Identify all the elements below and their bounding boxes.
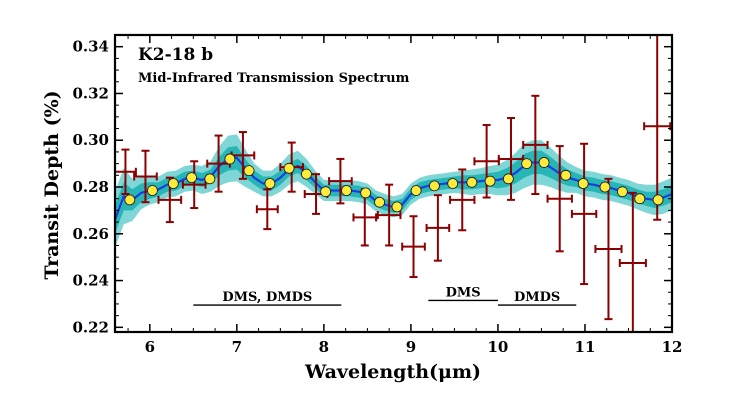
binned-model-point	[577, 178, 589, 189]
binned-model-point	[243, 165, 255, 177]
binned-model	[124, 153, 664, 213]
feature-label-1: DMS	[446, 285, 481, 300]
binned-model-point	[320, 186, 332, 198]
y-axis: 0.22 0.24 0.26 0.28 0.30 0.32 0.34	[72, 38, 672, 336]
observed-point	[570, 142, 598, 286]
observed-point	[181, 160, 207, 210]
binned-model-point	[429, 180, 440, 192]
binned-model-point	[167, 178, 179, 189]
binned-model-point	[301, 168, 312, 180]
y-tick-label: 0.32	[72, 84, 109, 102]
observed-point	[618, 191, 647, 332]
observed-point	[497, 117, 525, 201]
binned-model-point	[502, 173, 514, 185]
observed-point	[594, 177, 623, 321]
observed-point	[376, 183, 402, 247]
binned-model-point	[634, 193, 646, 205]
binned-model-point	[599, 181, 611, 193]
binned-model-point	[186, 172, 197, 184]
observed-point	[473, 124, 500, 199]
feature-label-0: DMS, DMDS	[222, 290, 312, 305]
observed-point	[133, 149, 158, 204]
y-tick-label: 0.28	[72, 178, 109, 196]
observed-point	[255, 188, 279, 231]
model-uncertainty-bands	[115, 134, 672, 248]
binned-model-point	[410, 185, 422, 196]
y-tick-label: 0.34	[72, 38, 109, 56]
x-axis-label: Wavelength(μm)	[304, 361, 481, 383]
binned-model-point	[264, 178, 276, 189]
binned-model-point	[204, 173, 216, 185]
binned-model-point	[484, 175, 496, 187]
chart-subtitle: Mid-Infrared Transmission Spectrum	[138, 71, 410, 86]
binned-model-point	[360, 187, 372, 199]
observed-point	[449, 168, 476, 232]
observed-point	[546, 145, 573, 253]
observed-point	[522, 94, 549, 196]
outer-band	[115, 134, 672, 248]
y-tick-label: 0.30	[72, 131, 109, 149]
observed-point	[352, 188, 378, 247]
x-tick-label: 6	[145, 338, 155, 356]
binned-model-point	[283, 162, 295, 174]
observed-data	[114, 35, 672, 332]
binned-model-point	[616, 186, 628, 198]
feature-annotations: DMS, DMDS DMS DMDS	[193, 285, 577, 306]
binned-model-point	[374, 196, 385, 208]
observed-point	[643, 35, 672, 221]
y-axis-label: Transit Depth (%)	[41, 90, 63, 279]
observed-point	[328, 157, 353, 205]
binned-model-point	[147, 185, 158, 196]
x-tick-label: 10	[488, 338, 509, 356]
x-tick-label: 8	[319, 338, 329, 356]
x-tick-label: 12	[662, 338, 683, 356]
binned-model-point	[521, 158, 533, 170]
inner-band	[115, 146, 672, 234]
binned-model-point	[341, 185, 352, 196]
binned-model-point	[391, 201, 403, 213]
observed-point	[401, 215, 426, 279]
binned-model-point	[538, 157, 550, 168]
chart-title: K2-18 b	[138, 45, 213, 65]
binned-model-point	[652, 194, 664, 206]
binned-model-point	[124, 194, 136, 206]
y-tick-label: 0.24	[72, 272, 109, 290]
binned-model-point	[447, 178, 459, 189]
plot-frame	[113, 33, 674, 334]
binned-model-point	[224, 153, 236, 165]
y-tick-label: 0.22	[72, 318, 109, 336]
binned-model-point	[466, 176, 478, 188]
feature-label-2: DMDS	[514, 290, 560, 305]
x-tick-label: 9	[406, 338, 416, 356]
observed-point	[425, 194, 451, 262]
x-tick-label: 7	[232, 338, 242, 356]
y-tick-label: 0.26	[72, 225, 109, 243]
x-tick-label: 11	[575, 338, 596, 356]
binned-model-point	[560, 169, 572, 181]
